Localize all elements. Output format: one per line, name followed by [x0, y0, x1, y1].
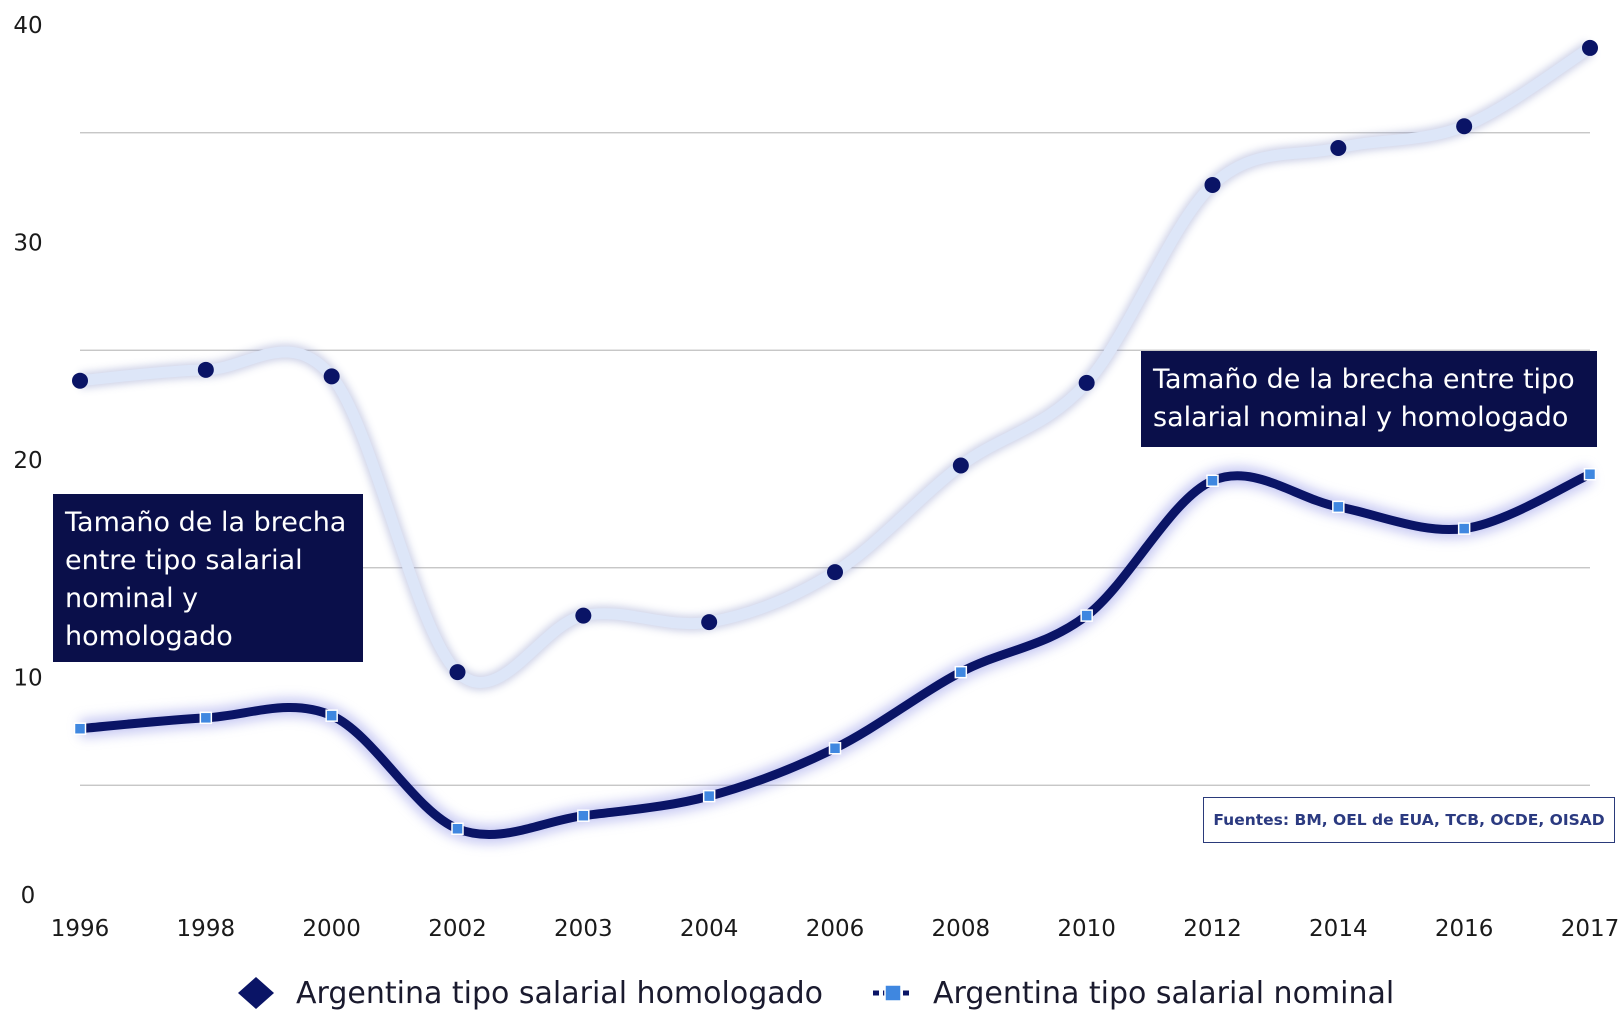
y-tick-label: 0: [21, 883, 36, 909]
data-point-homologado: [827, 564, 843, 581]
data-point-homologado: [952, 457, 969, 474]
data-point-nominal: [1206, 474, 1219, 487]
x-tick-label: 2012: [1183, 916, 1242, 942]
data-point-homologado: [575, 607, 592, 624]
legend-item-homologado: Argentina tipo salarial homologado: [236, 975, 823, 1011]
data-point-homologado: [1456, 118, 1473, 135]
data-point-nominal: [828, 742, 842, 755]
x-tick-label: 2010: [1057, 916, 1116, 942]
gap-annotation-right: Tamaño de la brecha entre tipo salarial …: [1141, 351, 1597, 447]
y-axis-ticks: 0 10 20 30 40: [13, 13, 42, 909]
y-tick-label: 10: [13, 666, 42, 692]
data-point-nominal: [1457, 522, 1471, 535]
x-tick-label: 2002: [428, 916, 487, 942]
y-tick-label: 30: [13, 231, 42, 257]
data-point-homologado: [1078, 374, 1095, 391]
x-tick-label: 1998: [177, 916, 236, 942]
x-tick-label: 2008: [932, 916, 991, 942]
data-point-nominal: [954, 665, 968, 679]
data-point-homologado: [449, 664, 466, 681]
x-tick-label: 2017: [1561, 916, 1620, 942]
x-tick-label: 2014: [1309, 916, 1368, 942]
data-point-nominal: [1583, 467, 1597, 481]
legend-label-homologado: Argentina tipo salarial homologado: [296, 975, 824, 1011]
diamond-marker-icon: [238, 977, 274, 1009]
y-tick-label: 40: [13, 13, 42, 39]
data-point-nominal: [577, 809, 590, 822]
gridlines: [80, 132, 1590, 786]
data-point-homologado: [72, 372, 88, 389]
data-point-homologado: [1204, 176, 1221, 193]
data-point-homologado: [1582, 39, 1598, 56]
square-marker-icon: [873, 984, 913, 1002]
data-point-nominal: [1332, 500, 1345, 514]
x-tick-label: 2003: [554, 916, 613, 942]
y-tick-label: 20: [13, 448, 42, 474]
source-note: Fuentes: BM, OEL de EUA, TCB, OCDE, OISA…: [1203, 797, 1615, 843]
data-point-nominal: [1080, 609, 1093, 622]
data-point-nominal: [702, 789, 716, 803]
x-axis-ticks: 1996 1998 2000 2002 2003 2004 2006 2008 2010 2012…: [51, 916, 1620, 942]
data-point-nominal: [325, 709, 338, 722]
data-point-nominal: [73, 722, 87, 735]
x-tick-label: 2004: [680, 916, 739, 942]
legend-item-nominal: Argentina tipo salarial nominal: [873, 975, 1394, 1011]
series-markers: [72, 39, 1598, 835]
data-point-homologado: [197, 361, 214, 378]
data-point-nominal: [451, 822, 464, 835]
data-point-homologado: [323, 368, 340, 385]
x-tick-label: 2016: [1435, 916, 1494, 942]
legend-label-nominal: Argentina tipo salarial nominal: [933, 975, 1395, 1011]
x-tick-label: 2000: [302, 916, 361, 942]
gap-annotation-left: Tamaño de la brecha entre tipo salarial …: [53, 494, 363, 662]
data-point-nominal: [199, 711, 213, 725]
x-tick-label: 2006: [806, 916, 865, 942]
x-tick-label: 1996: [51, 916, 110, 942]
data-point-homologado: [701, 614, 718, 631]
data-point-homologado: [1330, 139, 1347, 156]
